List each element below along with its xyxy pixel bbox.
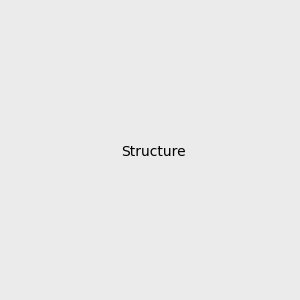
Text: Structure: Structure [122,145,186,158]
